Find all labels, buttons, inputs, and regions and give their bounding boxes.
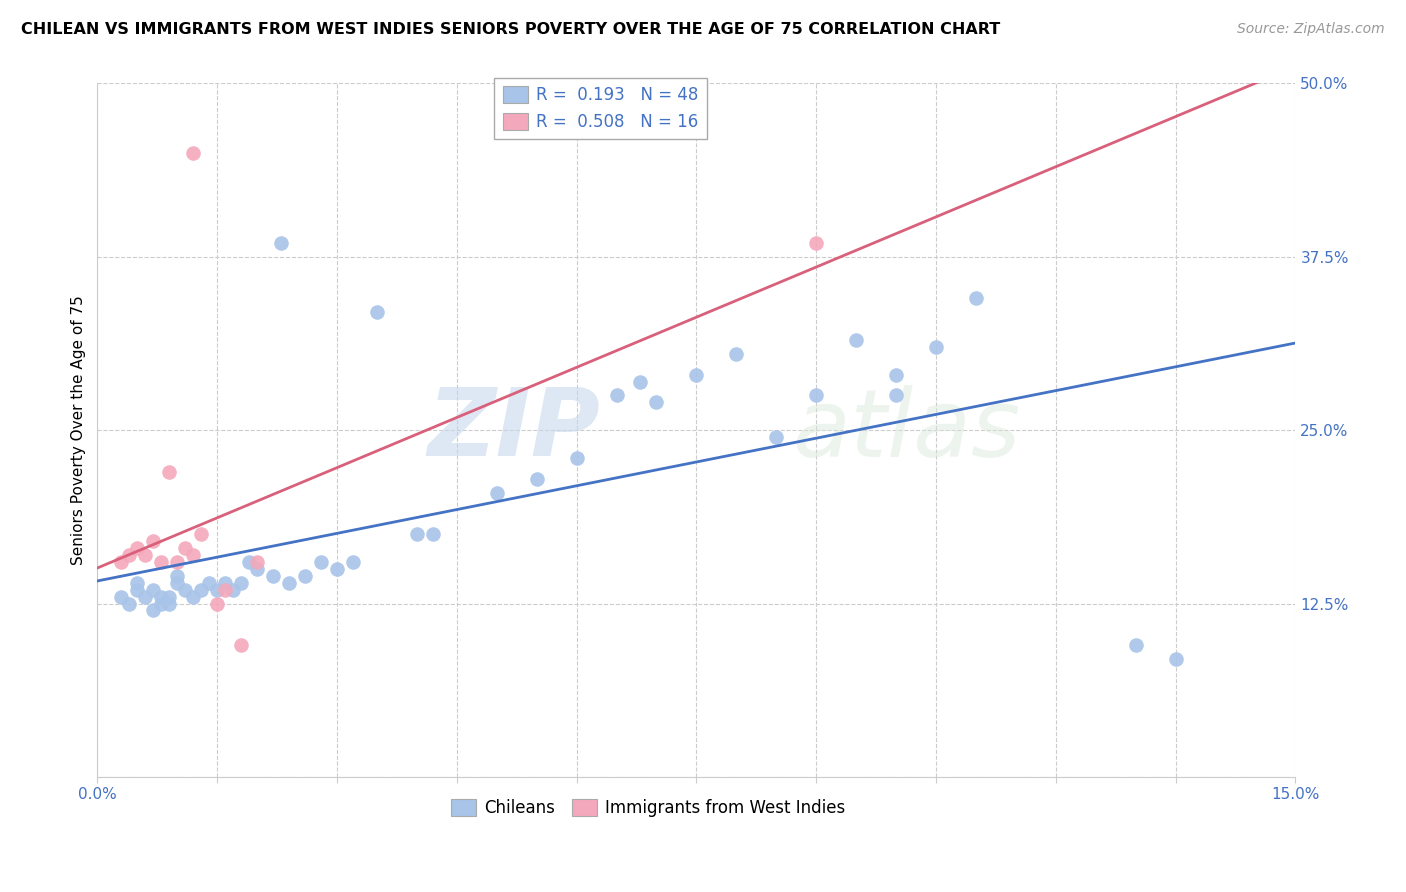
Point (157, 465, 180, 479)
Point (246, 555, 269, 569)
Point (127, 582, 149, 597)
Point (606, 388, 628, 402)
Point (262, 568, 284, 582)
Point (884, 388, 907, 402)
Point (884, 368, 907, 382)
Point (1125, 638, 1147, 652)
Point (725, 347, 748, 361)
Point (118, 548, 141, 562)
Point (246, 562, 269, 576)
Point (142, 582, 165, 597)
Legend: Chileans, Immigrants from West Indies: Chileans, Immigrants from West Indies (444, 792, 852, 824)
Point (118, 597, 141, 611)
Point (134, 590, 156, 604)
Point (422, 527, 444, 541)
Point (166, 575, 188, 590)
Text: CHILEAN VS IMMIGRANTS FROM WEST INDIES SENIORS POVERTY OVER THE AGE OF 75 CORREL: CHILEAN VS IMMIGRANTS FROM WEST INDIES S… (21, 22, 1000, 37)
Point (166, 555, 188, 569)
Point (565, 450, 588, 465)
Point (309, 555, 332, 569)
Point (214, 575, 236, 590)
Point (181, 145, 204, 160)
Point (526, 472, 548, 486)
Point (925, 340, 948, 354)
Point (157, 590, 180, 604)
Point (326, 562, 349, 576)
Point (214, 582, 236, 597)
Point (229, 638, 252, 652)
Point (229, 575, 252, 590)
Point (110, 590, 132, 604)
Point (190, 582, 212, 597)
Text: Source: ZipAtlas.com: Source: ZipAtlas.com (1237, 22, 1385, 37)
Point (157, 597, 180, 611)
Point (238, 555, 260, 569)
Point (150, 590, 173, 604)
Point (198, 575, 221, 590)
Point (1164, 652, 1187, 666)
Y-axis label: Seniors Poverty Over the Age of 75: Seniors Poverty Over the Age of 75 (72, 295, 86, 565)
Text: ZIP: ZIP (427, 384, 600, 476)
Point (142, 603, 165, 617)
Point (142, 534, 165, 549)
Point (181, 548, 204, 562)
Point (485, 485, 508, 500)
Point (205, 582, 228, 597)
Point (965, 292, 987, 306)
Point (278, 575, 301, 590)
Point (150, 597, 173, 611)
Point (205, 597, 228, 611)
Point (181, 590, 204, 604)
Point (127, 541, 149, 555)
Point (294, 568, 316, 582)
Point (685, 368, 707, 382)
Point (166, 568, 188, 582)
Point (174, 582, 197, 597)
Point (222, 582, 245, 597)
Point (645, 395, 668, 409)
Point (366, 305, 388, 319)
Point (190, 527, 212, 541)
Text: atlas: atlas (792, 384, 1021, 475)
Point (806, 235, 828, 250)
Point (174, 541, 197, 555)
Point (134, 548, 156, 562)
Point (110, 555, 132, 569)
Point (150, 555, 173, 569)
Point (405, 527, 427, 541)
Point (270, 235, 292, 250)
Point (630, 375, 652, 389)
Point (806, 388, 828, 402)
Point (845, 333, 868, 347)
Point (127, 575, 149, 590)
Point (342, 555, 364, 569)
Point (765, 430, 787, 444)
